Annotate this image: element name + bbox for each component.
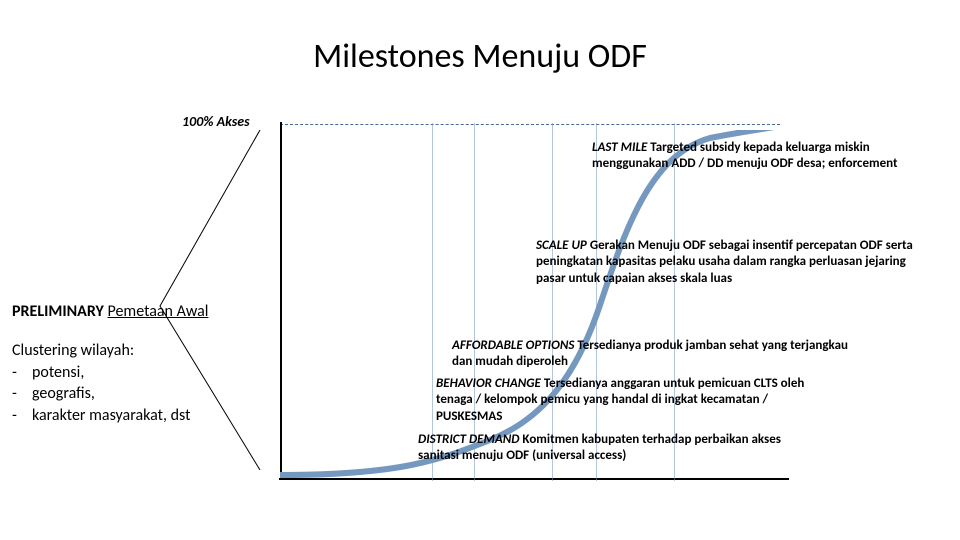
annot-scale-up-text: Gerakan Menuju ODF sebagai insentif perc…: [536, 238, 913, 286]
annot-behavior-label: BEHAVIOR CHANGE: [436, 376, 541, 391]
annot-affordable: AFFORDABLE OPTIONS Tersedianya produk ja…: [452, 338, 852, 371]
prelim-item-1: -geografis,: [12, 383, 190, 405]
annot-behavior: BEHAVIOR CHANGE Tersedianya anggaran unt…: [436, 376, 836, 425]
s-curve: [280, 130, 780, 480]
annot-scale-up: SCALE UP Gerakan Menuju ODF sebagai inse…: [536, 238, 928, 287]
annot-district: DISTRICT DEMAND Komitmen kabupaten terha…: [418, 432, 818, 465]
preliminary-lead: Clustering wilayah:: [12, 340, 190, 362]
prelim-item-0: -potensi,: [12, 362, 190, 384]
annot-last-mile: LAST MILE Targeted subsidy kepada keluar…: [592, 140, 932, 173]
preliminary-body: Clustering wilayah: -potensi, -geografis…: [12, 340, 190, 426]
chart-area: [280, 130, 780, 480]
prelim-item-2: -karakter masyarakat, dst: [12, 405, 190, 427]
axis-label-100: 100% Akses: [182, 113, 250, 130]
dashed-100-line: [280, 124, 780, 125]
annot-last-mile-label: LAST MILE: [592, 140, 647, 155]
annot-district-label: DISTRICT DEMAND: [418, 432, 519, 447]
preliminary-bold: PRELIMINARY: [12, 302, 104, 321]
preliminary-underline: Pemetaan Awal: [108, 302, 209, 321]
preliminary-heading: PRELIMINARY Pemetaan Awal: [12, 302, 208, 321]
annot-scale-up-label: SCALE UP: [536, 238, 587, 253]
annot-affordable-label: AFFORDABLE OPTIONS: [452, 338, 574, 353]
page-title: Milestones Menuju ODF: [0, 36, 960, 77]
